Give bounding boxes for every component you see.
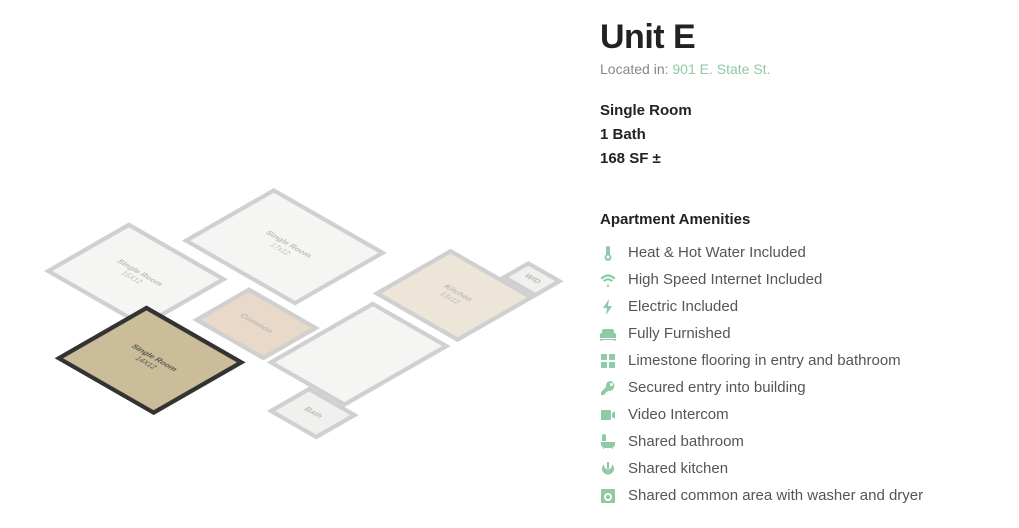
couch-icon: [600, 326, 628, 342]
located-link[interactable]: 901 E. State St.: [672, 61, 770, 77]
amenity-item: Fully Furnished: [600, 325, 999, 342]
amenity-label: Video Intercom: [628, 406, 729, 423]
amenity-label: Shared bathroom: [628, 433, 744, 450]
amenity-label: High Speed Internet Included: [628, 271, 822, 288]
amenity-label: Shared common area with washer and dryer: [628, 487, 923, 504]
specs-block: Single Room 1 Bath 168 SF ±: [600, 99, 999, 171]
tile-icon: [600, 353, 628, 369]
room-label: Bath: [301, 406, 325, 420]
room-label: W/D: [521, 273, 543, 286]
unit-title: Unit E: [600, 18, 999, 57]
amenity-label: Limestone flooring in entry and bathroom: [628, 352, 901, 369]
room-label: Common: [237, 313, 276, 335]
details-panel: Unit E Located in: 901 E. State St. Sing…: [590, 0, 1019, 528]
amenity-label: Heat & Hot Water Included: [628, 244, 806, 261]
amenity-item: Shared kitchen: [600, 460, 999, 477]
amenities-title: Apartment Amenities: [600, 211, 999, 228]
spec-room: Single Room: [600, 99, 999, 123]
power-icon: [600, 461, 628, 477]
washer-icon: [600, 488, 628, 504]
floorplan-panel: W/DKitchen13x12Single Room17x12BathCommo…: [0, 0, 590, 528]
amenity-item: Limestone flooring in entry and bathroom: [600, 352, 999, 369]
amenity-item: Video Intercom: [600, 406, 999, 423]
amenity-label: Secured entry into building: [628, 379, 806, 396]
bath-icon: [600, 434, 628, 450]
amenities-list: Heat & Hot Water Included High Speed Inte…: [600, 244, 999, 504]
located-label: Located in:: [600, 61, 669, 77]
thermometer-icon: [600, 245, 628, 261]
amenity-label: Electric Included: [628, 298, 738, 315]
amenity-item: High Speed Internet Included: [600, 271, 999, 288]
located-in-row: Located in: 901 E. State St.: [600, 61, 999, 77]
floorplan-image: W/DKitchen13x12Single Room17x12BathCommo…: [15, 20, 575, 510]
amenity-item: Secured entry into building: [600, 379, 999, 396]
wifi-icon: [600, 272, 628, 288]
key-icon: [600, 380, 628, 396]
amenity-label: Fully Furnished: [628, 325, 731, 342]
bolt-icon: [600, 299, 628, 315]
amenity-item: Electric Included: [600, 298, 999, 315]
video-icon: [600, 407, 628, 423]
amenity-item: Shared common area with washer and dryer: [600, 487, 999, 504]
amenity-item: Heat & Hot Water Included: [600, 244, 999, 261]
spec-bath: 1 Bath: [600, 123, 999, 147]
spec-sf: 168 SF ±: [600, 147, 999, 171]
amenity-item: Shared bathroom: [600, 433, 999, 450]
amenity-label: Shared kitchen: [628, 460, 728, 477]
